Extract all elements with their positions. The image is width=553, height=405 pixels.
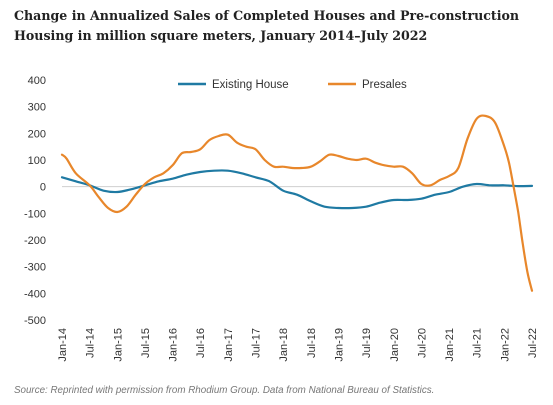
y-tick-label: -200 <box>24 235 46 247</box>
x-tick-label: Jan-20 <box>389 328 401 362</box>
x-tick-label: Jan-16 <box>168 328 180 362</box>
x-tick-label: Jul-14 <box>85 328 97 358</box>
legend-label: Presales <box>362 79 407 91</box>
x-tick-label: Jan-22 <box>499 328 511 362</box>
series-line-presales <box>60 114 534 292</box>
y-tick-label: 300 <box>28 102 46 114</box>
x-tick-label: Jul-17 <box>251 328 263 358</box>
x-tick-label: Jan-18 <box>278 328 290 362</box>
y-tick-label: 200 <box>28 128 46 140</box>
series-line-existing-house <box>60 169 534 210</box>
y-tick-label: -500 <box>24 315 46 327</box>
x-tick-label: Jul-16 <box>195 328 207 358</box>
x-tick-label: Jul-20 <box>416 328 428 358</box>
source-note: Source: Reprinted with permission from R… <box>14 385 435 396</box>
y-tick-label: 100 <box>28 155 46 167</box>
x-tick-label: Jan-15 <box>112 328 124 362</box>
legend-label: Existing House <box>212 79 289 91</box>
x-tick-label: Jul-19 <box>361 328 373 358</box>
y-tick-label: -100 <box>24 208 46 220</box>
x-tick-label: Jul-22 <box>527 328 539 358</box>
series-lines <box>60 114 534 292</box>
y-tick-label: -400 <box>24 288 46 300</box>
x-tick-label: Jul-18 <box>306 328 318 358</box>
chart-title: Change in Annualized Sales of Completed … <box>14 8 520 43</box>
x-tick-label: Jan-17 <box>223 328 235 362</box>
x-tick-label: Jan-14 <box>57 328 69 362</box>
y-axis: 400 300 200 100 0 -100 -200 -300 -400 -500 <box>24 75 532 327</box>
y-tick-label: 400 <box>28 75 46 87</box>
y-tick-label: -300 <box>24 262 46 274</box>
x-tick-label: Jul-21 <box>472 328 484 358</box>
x-tick-label: Jan-21 <box>444 328 456 362</box>
x-tick-label: Jul-15 <box>140 328 152 358</box>
legend: Existing House Presales <box>178 79 407 91</box>
x-axis: Jan-14 Jul-14 Jan-15 Jul-15 Jan-16 Jul-16 Jan-… <box>57 328 539 362</box>
x-tick-label: Jan-19 <box>333 328 345 362</box>
y-tick-label: 0 <box>40 182 46 194</box>
